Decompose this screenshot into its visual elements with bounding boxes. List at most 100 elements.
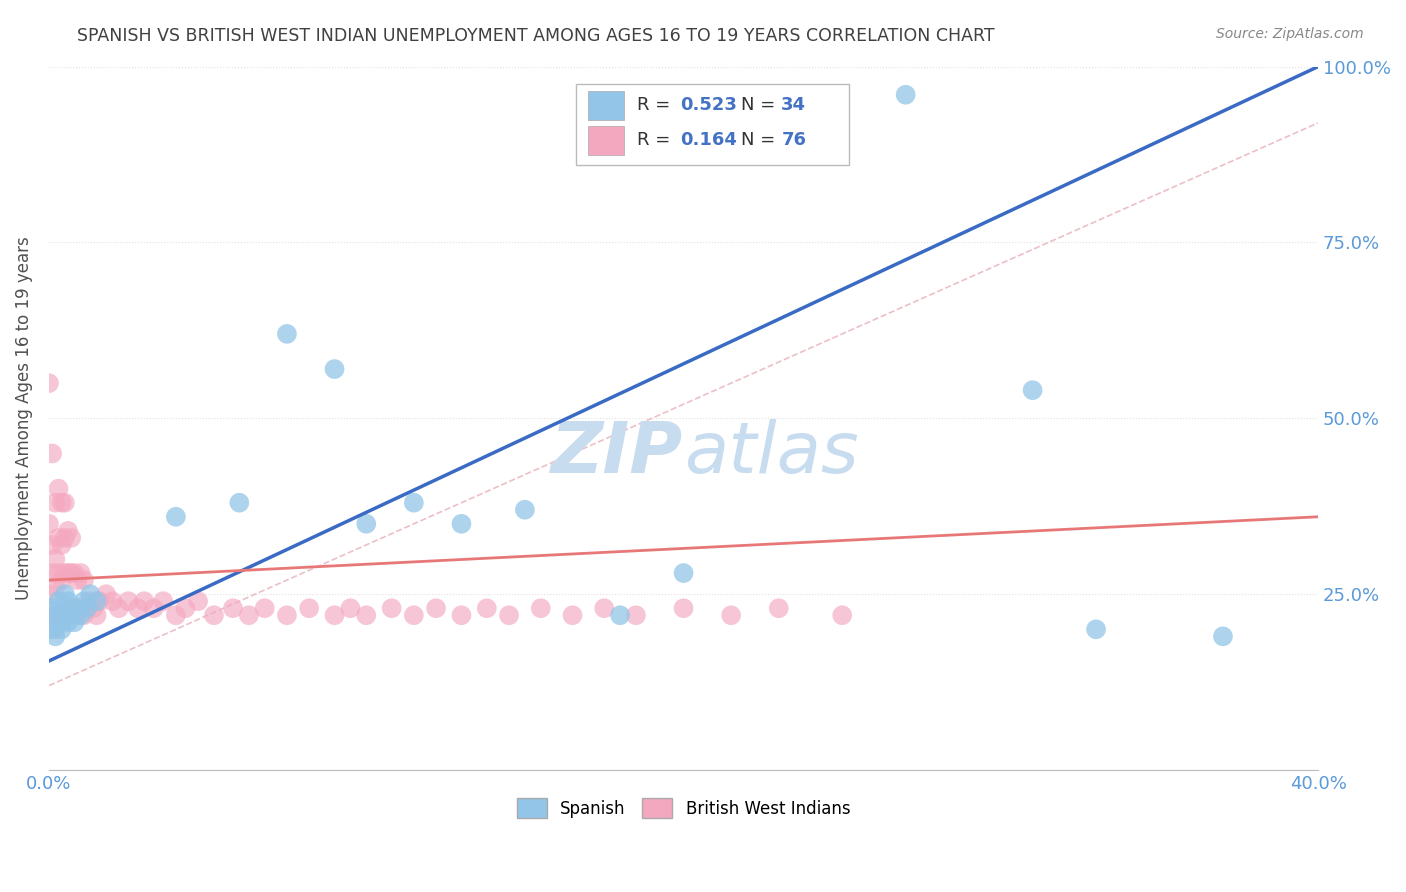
Point: [66, 573, 89, 587]
Point: [69, 566, 91, 580]
Point: [63, 601, 86, 615]
Point: [38, 516, 60, 531]
Point: [41, 608, 63, 623]
Point: [60, 566, 83, 580]
Point: [339, 601, 361, 615]
Point: [1021, 383, 1043, 397]
Point: [165, 608, 187, 623]
Point: [425, 601, 447, 615]
Point: [86, 594, 108, 608]
Point: [51, 601, 73, 615]
Point: [53, 608, 76, 623]
Point: [894, 87, 917, 102]
Point: [768, 601, 790, 615]
Point: [82, 601, 104, 615]
Point: [53, 566, 76, 580]
Point: [593, 601, 616, 615]
Point: [41, 601, 63, 615]
Point: [298, 601, 321, 615]
Point: [48, 608, 70, 623]
Text: 0.523: 0.523: [679, 96, 737, 114]
Point: [276, 326, 298, 341]
Point: [48, 482, 70, 496]
Point: [38, 587, 60, 601]
Point: [187, 594, 209, 608]
Point: [530, 601, 553, 615]
Y-axis label: Unemployment Among Ages 16 to 19 years: Unemployment Among Ages 16 to 19 years: [15, 236, 32, 600]
Point: [60, 531, 83, 545]
Point: [48, 594, 70, 608]
Point: [107, 601, 129, 615]
Text: R =: R =: [637, 131, 676, 150]
Point: [134, 594, 156, 608]
Point: [174, 601, 197, 615]
Text: N =: N =: [741, 96, 780, 114]
Point: [53, 608, 76, 623]
Point: [51, 608, 73, 623]
Legend: Spanish, British West Indians: Spanish, British West Indians: [510, 791, 856, 825]
Point: [356, 608, 378, 623]
Text: N =: N =: [741, 131, 780, 150]
Point: [60, 608, 83, 623]
Point: [222, 601, 245, 615]
Point: [44, 623, 66, 637]
Point: [356, 516, 378, 531]
Point: [51, 538, 73, 552]
Point: [228, 496, 250, 510]
Point: [44, 552, 66, 566]
Point: [86, 608, 108, 623]
Point: [720, 608, 742, 623]
Point: [1085, 623, 1108, 637]
Point: [127, 601, 149, 615]
Point: [44, 496, 66, 510]
Point: [63, 566, 86, 580]
Point: [41, 538, 63, 552]
Point: [76, 601, 98, 615]
Point: [48, 531, 70, 545]
Point: [48, 566, 70, 580]
Point: [450, 608, 472, 623]
Point: [41, 623, 63, 637]
Point: [624, 608, 647, 623]
Point: [142, 601, 165, 615]
Point: [51, 623, 73, 637]
Point: [66, 608, 89, 623]
Text: ZIP: ZIP: [551, 419, 683, 488]
Text: Source: ZipAtlas.com: Source: ZipAtlas.com: [1216, 27, 1364, 41]
Point: [48, 615, 70, 630]
Point: [76, 601, 98, 615]
Point: [89, 594, 111, 608]
Point: [56, 615, 79, 630]
Point: [69, 601, 91, 615]
Point: [152, 594, 174, 608]
Point: [381, 601, 404, 615]
Text: R =: R =: [637, 96, 676, 114]
Text: 0.164: 0.164: [679, 131, 737, 150]
Point: [41, 446, 63, 460]
Point: [79, 587, 101, 601]
Point: [513, 502, 536, 516]
Point: [165, 509, 187, 524]
Point: [609, 608, 631, 623]
Point: [101, 594, 124, 608]
Point: [63, 615, 86, 630]
Point: [238, 608, 260, 623]
Text: 76: 76: [782, 131, 806, 150]
Point: [323, 362, 346, 376]
Bar: [588, 126, 624, 155]
Point: [94, 587, 117, 601]
Point: [73, 608, 96, 623]
Point: [402, 608, 425, 623]
Point: [56, 594, 79, 608]
Point: [51, 496, 73, 510]
Point: [253, 601, 276, 615]
Point: [53, 531, 76, 545]
Text: 34: 34: [782, 96, 806, 114]
Point: [73, 573, 96, 587]
Point: [402, 496, 425, 510]
Point: [41, 566, 63, 580]
Point: [66, 601, 89, 615]
Point: [38, 376, 60, 391]
Point: [276, 608, 298, 623]
Point: [202, 608, 225, 623]
